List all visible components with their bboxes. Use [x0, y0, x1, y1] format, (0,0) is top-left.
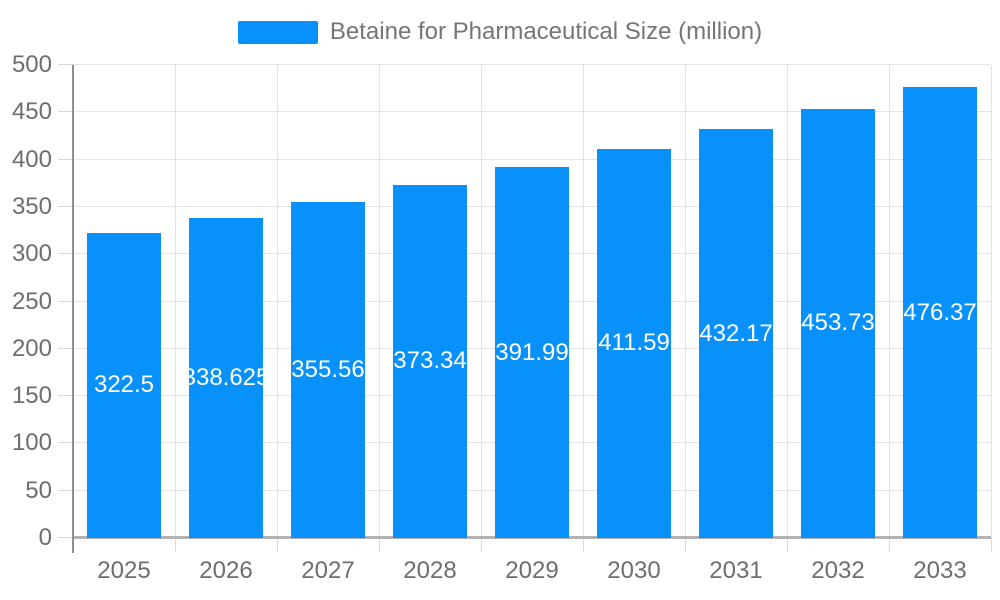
x-tick-label: 2032 — [811, 557, 865, 584]
y-axis-tick — [58, 348, 73, 349]
gridline-vertical — [379, 65, 380, 538]
gridline-vertical — [787, 65, 788, 538]
gridline-vertical — [481, 65, 482, 538]
x-axis-tick — [175, 538, 176, 552]
bar-value-label: 338.625 — [182, 364, 270, 391]
x-tick-label: 2029 — [505, 557, 559, 584]
bar-2028 — [393, 185, 467, 538]
bar-value-label: 391.99 — [495, 339, 569, 366]
bar-value-label: 373.34 — [393, 347, 467, 374]
y-tick-label: 500 — [11, 51, 52, 78]
gridline-vertical — [889, 65, 890, 538]
y-axis-tick — [58, 111, 73, 112]
x-tick-label: 2025 — [97, 557, 151, 584]
y-tick-label: 450 — [11, 98, 52, 125]
gridline-horizontal — [73, 111, 991, 112]
y-axis-tick — [58, 64, 73, 65]
bar-value-label: 453.73 — [801, 309, 875, 336]
bar-2026 — [189, 218, 263, 538]
y-axis-line — [72, 65, 74, 553]
y-tick-label: 0 — [38, 524, 52, 551]
y-tick-label: 200 — [11, 335, 52, 362]
gridline-vertical — [991, 65, 992, 538]
y-axis-tick — [58, 537, 73, 538]
x-tick-label: 2033 — [913, 557, 967, 584]
y-tick-label: 400 — [11, 146, 52, 173]
legend-label: Betaine for Pharmaceutical Size (million… — [329, 18, 763, 45]
x-axis-tick — [583, 538, 584, 552]
y-tick-label: 150 — [11, 382, 52, 409]
y-axis-tick — [58, 442, 73, 443]
gridline-vertical — [175, 65, 176, 538]
x-axis-tick — [277, 538, 278, 552]
x-tick-label: 2028 — [403, 557, 457, 584]
y-axis-tick — [58, 490, 73, 491]
legend-swatch — [237, 20, 318, 44]
x-axis-tick — [991, 538, 992, 552]
x-axis-tick — [685, 538, 686, 552]
bar-2025 — [87, 233, 161, 538]
chart-legend[interactable]: Betaine for Pharmaceutical Size (million… — [0, 9, 1000, 55]
y-tick-label: 250 — [11, 288, 52, 315]
y-axis-tick — [58, 253, 73, 254]
bar-2033 — [903, 87, 977, 538]
y-axis-tick — [58, 159, 73, 160]
bar-2030 — [597, 149, 671, 538]
bar-value-label: 322.5 — [93, 371, 155, 398]
bar-value-label: 476.37 — [903, 299, 977, 326]
bar-value-label: 411.59 — [598, 329, 670, 356]
bar-2027 — [291, 202, 365, 538]
gridline-horizontal — [73, 159, 991, 160]
gridline-vertical — [685, 65, 686, 538]
x-axis-tick — [787, 538, 788, 552]
x-axis-tick — [889, 538, 890, 552]
x-tick-label: 2030 — [607, 557, 661, 584]
y-tick-label: 50 — [25, 477, 52, 504]
y-axis-tick — [58, 206, 73, 207]
bar-value-label: 432.17 — [699, 320, 773, 347]
x-axis-tick — [481, 538, 482, 552]
y-tick-label: 300 — [11, 240, 52, 267]
gridline-horizontal — [73, 64, 991, 65]
y-axis-tick — [58, 301, 73, 302]
bar-2032 — [801, 109, 875, 538]
x-tick-label: 2026 — [199, 557, 253, 584]
bar-value-label: 355.56 — [291, 356, 365, 383]
x-tick-label: 2027 — [301, 557, 355, 584]
y-tick-label: 100 — [11, 429, 52, 456]
gridline-vertical — [277, 65, 278, 538]
bar-2031 — [699, 129, 773, 538]
bar-2029 — [495, 167, 569, 538]
y-axis-tick — [58, 395, 73, 396]
y-tick-label: 350 — [11, 193, 52, 220]
x-tick-label: 2031 — [709, 557, 763, 584]
x-axis-tick — [379, 538, 380, 552]
gridline-vertical — [583, 65, 584, 538]
